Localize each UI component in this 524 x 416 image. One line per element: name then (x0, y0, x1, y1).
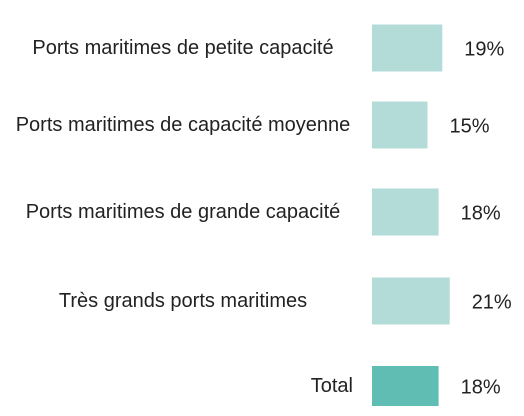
category-label: Ports maritimes de petite capacité (32, 37, 334, 59)
value-label: 15% (450, 115, 490, 137)
value-label: 21% (472, 291, 512, 313)
bar (372, 101, 428, 149)
category-label: Ports maritimes de grande capacité (25, 201, 341, 223)
bar (372, 24, 443, 72)
bar (372, 188, 439, 236)
category-label: Ports maritimes de capacité moyenne (15, 114, 351, 136)
category-label: Très grands ports maritimes (58, 290, 308, 312)
value-label: 18% (461, 376, 501, 398)
value-label: 19% (464, 38, 504, 60)
bar (372, 277, 450, 325)
bar (372, 366, 439, 406)
value-label: 18% (461, 202, 501, 224)
category-label: Total (310, 375, 353, 397)
